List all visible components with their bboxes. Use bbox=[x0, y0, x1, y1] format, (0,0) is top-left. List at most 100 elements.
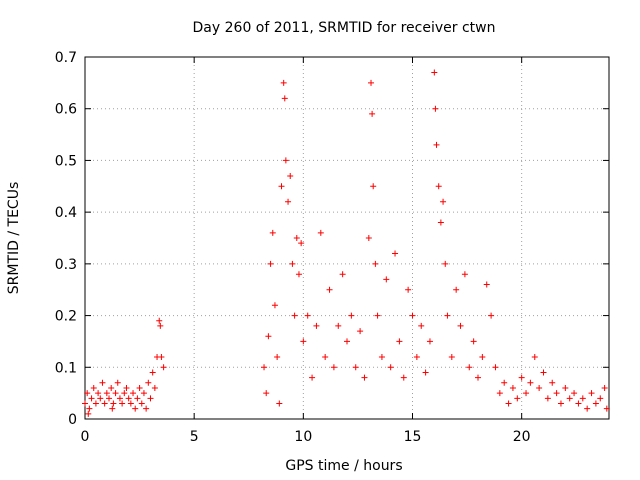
data-point bbox=[453, 286, 460, 293]
data-point bbox=[114, 379, 121, 386]
data-point bbox=[405, 286, 412, 293]
data-point bbox=[440, 198, 447, 205]
y-tick-label: 0.7 bbox=[55, 50, 77, 66]
data-point bbox=[276, 400, 283, 407]
data-point bbox=[293, 235, 300, 241]
data-point bbox=[304, 312, 311, 319]
data-point bbox=[274, 353, 281, 360]
data-point bbox=[280, 79, 287, 86]
data-point bbox=[281, 95, 288, 102]
data-point bbox=[435, 183, 442, 190]
data-point bbox=[309, 374, 316, 381]
data-point bbox=[470, 338, 477, 345]
data-point bbox=[374, 312, 381, 319]
data-point bbox=[330, 364, 337, 371]
data-point bbox=[400, 374, 407, 381]
data-point bbox=[553, 390, 560, 397]
data-point bbox=[125, 395, 132, 402]
data-point bbox=[267, 260, 274, 267]
data-point bbox=[514, 395, 521, 402]
x-axis: 0 5 10 15 20 bbox=[81, 57, 531, 445]
data-point bbox=[158, 353, 165, 360]
data-point bbox=[479, 353, 486, 360]
grid bbox=[85, 57, 609, 419]
data-point bbox=[287, 172, 294, 179]
data-point bbox=[518, 374, 525, 381]
data-point bbox=[140, 390, 147, 397]
data-point bbox=[282, 157, 289, 164]
data-point bbox=[492, 364, 499, 371]
data-point bbox=[82, 400, 88, 407]
data-point bbox=[448, 353, 455, 360]
data-point bbox=[313, 322, 320, 329]
data-point bbox=[601, 384, 608, 391]
data-point bbox=[588, 390, 595, 397]
data-point bbox=[278, 183, 285, 190]
data-point bbox=[372, 260, 379, 267]
x-tick-label: 0 bbox=[81, 429, 90, 445]
data-point bbox=[121, 390, 128, 397]
data-point bbox=[145, 379, 152, 386]
data-point bbox=[597, 395, 604, 402]
data-point bbox=[156, 317, 163, 324]
data-point bbox=[444, 312, 451, 319]
data-point bbox=[575, 400, 582, 407]
data-point bbox=[422, 369, 429, 376]
data-point bbox=[149, 369, 156, 376]
y-tick-label: 0.4 bbox=[55, 205, 77, 221]
data-point bbox=[523, 390, 530, 397]
data-point bbox=[160, 364, 167, 371]
data-point bbox=[335, 322, 342, 329]
data-point bbox=[157, 322, 164, 329]
data-point bbox=[562, 384, 569, 391]
data-point bbox=[603, 405, 610, 412]
data-point bbox=[496, 390, 503, 397]
data-point bbox=[437, 219, 444, 226]
data-point bbox=[291, 312, 298, 319]
data-point bbox=[475, 374, 481, 381]
data-point bbox=[505, 400, 512, 407]
y-tick-label: 0.2 bbox=[55, 309, 77, 325]
data-point bbox=[322, 353, 329, 360]
data-point bbox=[147, 395, 154, 402]
data-point bbox=[413, 353, 420, 360]
data-point bbox=[396, 338, 403, 345]
data-point bbox=[540, 369, 547, 376]
data-point bbox=[138, 400, 145, 407]
data-point bbox=[88, 395, 95, 402]
data-point bbox=[295, 271, 302, 278]
data-point bbox=[84, 390, 91, 397]
data-points bbox=[82, 69, 610, 417]
data-point bbox=[370, 183, 377, 190]
data-point bbox=[112, 390, 119, 397]
data-point bbox=[409, 312, 416, 319]
y-tick-label: 0.6 bbox=[55, 102, 77, 118]
data-point bbox=[361, 374, 368, 381]
data-point bbox=[488, 312, 495, 319]
data-point bbox=[461, 271, 468, 278]
data-point bbox=[527, 379, 534, 386]
data-point bbox=[357, 328, 364, 335]
data-point bbox=[101, 400, 108, 407]
data-point bbox=[584, 405, 591, 412]
data-point bbox=[392, 250, 399, 257]
data-point bbox=[483, 281, 490, 288]
data-point bbox=[433, 141, 440, 148]
data-point bbox=[86, 405, 93, 412]
data-point bbox=[369, 110, 376, 117]
data-point bbox=[116, 395, 123, 402]
data-point bbox=[151, 384, 158, 391]
data-point bbox=[579, 395, 586, 402]
data-point bbox=[271, 302, 278, 309]
data-point bbox=[136, 384, 143, 391]
data-point bbox=[442, 260, 449, 267]
data-point bbox=[339, 271, 346, 278]
chart-title: Day 260 of 2011, SRMTID for receiver ctw… bbox=[193, 20, 496, 36]
x-axis-title: GPS time / hours bbox=[285, 458, 402, 474]
data-point bbox=[269, 229, 276, 236]
data-point bbox=[300, 338, 307, 345]
data-point bbox=[383, 276, 390, 283]
data-point bbox=[109, 405, 116, 412]
data-point bbox=[457, 322, 464, 329]
